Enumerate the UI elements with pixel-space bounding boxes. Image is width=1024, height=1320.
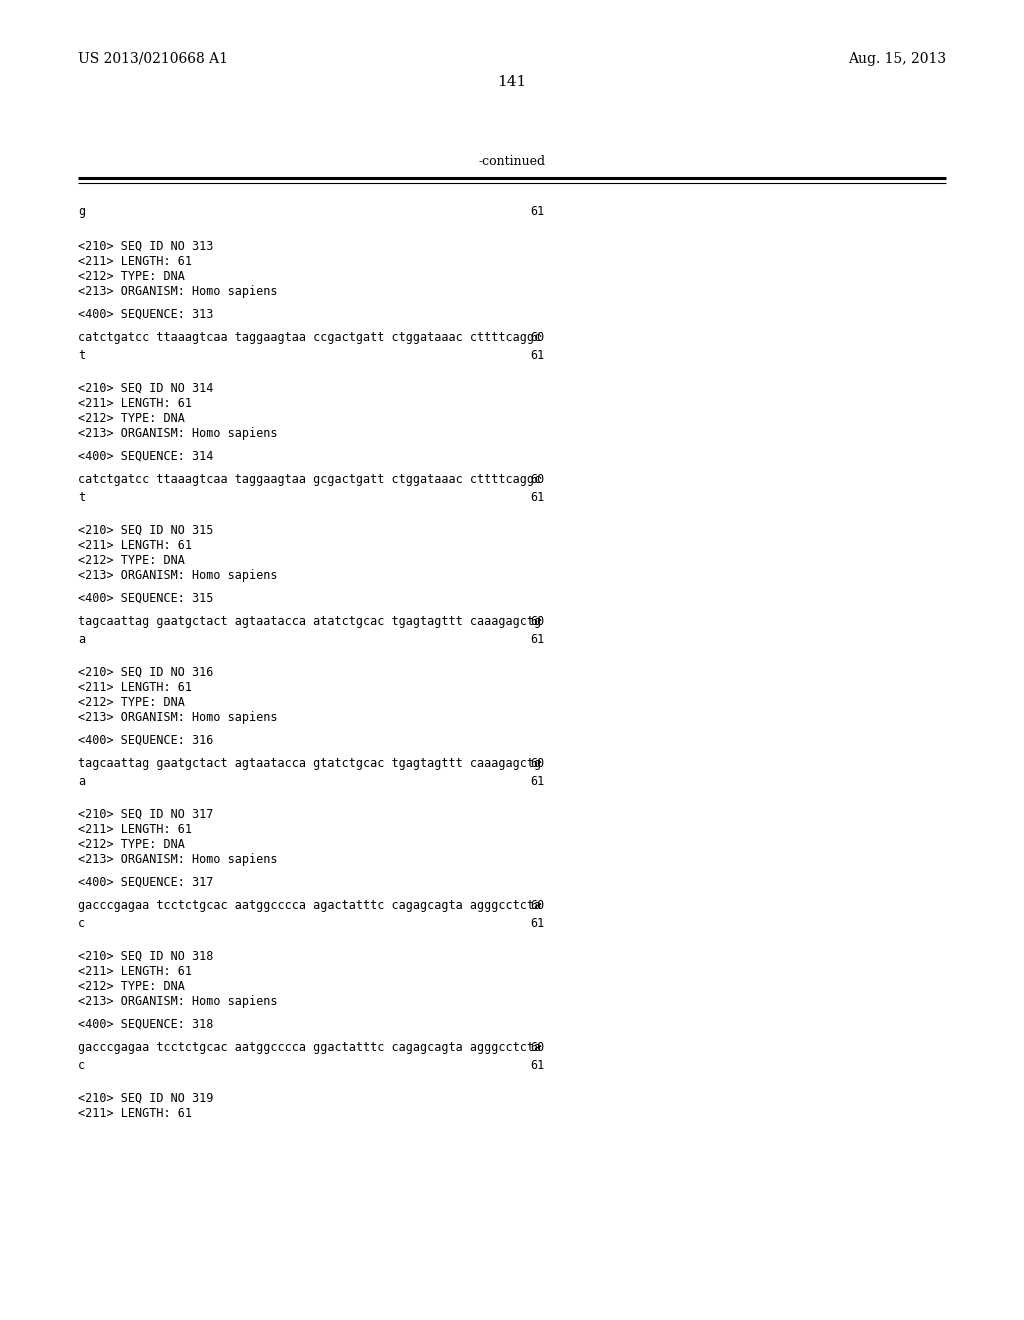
Text: 61: 61	[530, 634, 544, 645]
Text: 61: 61	[530, 1059, 544, 1072]
Text: <210> SEQ ID NO 319: <210> SEQ ID NO 319	[78, 1092, 213, 1105]
Text: <210> SEQ ID NO 317: <210> SEQ ID NO 317	[78, 808, 213, 821]
Text: <213> ORGANISM: Homo sapiens: <213> ORGANISM: Homo sapiens	[78, 285, 278, 298]
Text: <213> ORGANISM: Homo sapiens: <213> ORGANISM: Homo sapiens	[78, 853, 278, 866]
Text: <213> ORGANISM: Homo sapiens: <213> ORGANISM: Homo sapiens	[78, 995, 278, 1008]
Text: <211> LENGTH: 61: <211> LENGTH: 61	[78, 397, 193, 411]
Text: <211> LENGTH: 61: <211> LENGTH: 61	[78, 965, 193, 978]
Text: <213> ORGANISM: Homo sapiens: <213> ORGANISM: Homo sapiens	[78, 426, 278, 440]
Text: 60: 60	[530, 1041, 544, 1053]
Text: <213> ORGANISM: Homo sapiens: <213> ORGANISM: Homo sapiens	[78, 711, 278, 723]
Text: 60: 60	[530, 331, 544, 345]
Text: <210> SEQ ID NO 315: <210> SEQ ID NO 315	[78, 524, 213, 537]
Text: <400> SEQUENCE: 313: <400> SEQUENCE: 313	[78, 308, 213, 321]
Text: Aug. 15, 2013: Aug. 15, 2013	[848, 51, 946, 66]
Text: gacccgagaa tcctctgcac aatggcccca agactatttc cagagcagta agggcctcta: gacccgagaa tcctctgcac aatggcccca agactat…	[78, 899, 541, 912]
Text: <400> SEQUENCE: 318: <400> SEQUENCE: 318	[78, 1018, 213, 1031]
Text: 141: 141	[498, 75, 526, 88]
Text: 61: 61	[530, 348, 544, 362]
Text: -continued: -continued	[478, 154, 546, 168]
Text: <211> LENGTH: 61: <211> LENGTH: 61	[78, 822, 193, 836]
Text: <211> LENGTH: 61: <211> LENGTH: 61	[78, 255, 193, 268]
Text: <211> LENGTH: 61: <211> LENGTH: 61	[78, 1107, 193, 1119]
Text: <400> SEQUENCE: 316: <400> SEQUENCE: 316	[78, 734, 213, 747]
Text: c: c	[78, 917, 85, 931]
Text: catctgatcc ttaaagtcaa taggaagtaa ccgactgatt ctggataaac cttttcaggc: catctgatcc ttaaagtcaa taggaagtaa ccgactg…	[78, 331, 541, 345]
Text: 61: 61	[530, 205, 544, 218]
Text: <213> ORGANISM: Homo sapiens: <213> ORGANISM: Homo sapiens	[78, 569, 278, 582]
Text: 60: 60	[530, 615, 544, 628]
Text: <400> SEQUENCE: 314: <400> SEQUENCE: 314	[78, 450, 213, 463]
Text: a: a	[78, 634, 85, 645]
Text: t: t	[78, 348, 85, 362]
Text: <210> SEQ ID NO 316: <210> SEQ ID NO 316	[78, 667, 213, 678]
Text: gacccgagaa tcctctgcac aatggcccca ggactatttc cagagcagta agggcctcta: gacccgagaa tcctctgcac aatggcccca ggactat…	[78, 1041, 541, 1053]
Text: catctgatcc ttaaagtcaa taggaagtaa gcgactgatt ctggataaac cttttcaggc: catctgatcc ttaaagtcaa taggaagtaa gcgactg…	[78, 473, 541, 486]
Text: US 2013/0210668 A1: US 2013/0210668 A1	[78, 51, 228, 66]
Text: t: t	[78, 491, 85, 504]
Text: g: g	[78, 205, 85, 218]
Text: <212> TYPE: DNA: <212> TYPE: DNA	[78, 554, 185, 568]
Text: 60: 60	[530, 899, 544, 912]
Text: 60: 60	[530, 473, 544, 486]
Text: tagcaattag gaatgctact agtaatacca gtatctgcac tgagtagttt caaagagctg: tagcaattag gaatgctact agtaatacca gtatctg…	[78, 756, 541, 770]
Text: <400> SEQUENCE: 317: <400> SEQUENCE: 317	[78, 876, 213, 888]
Text: tagcaattag gaatgctact agtaatacca atatctgcac tgagtagttt caaagagctg: tagcaattag gaatgctact agtaatacca atatctg…	[78, 615, 541, 628]
Text: <212> TYPE: DNA: <212> TYPE: DNA	[78, 271, 185, 282]
Text: 61: 61	[530, 491, 544, 504]
Text: <212> TYPE: DNA: <212> TYPE: DNA	[78, 696, 185, 709]
Text: <210> SEQ ID NO 314: <210> SEQ ID NO 314	[78, 381, 213, 395]
Text: <212> TYPE: DNA: <212> TYPE: DNA	[78, 979, 185, 993]
Text: a: a	[78, 775, 85, 788]
Text: <211> LENGTH: 61: <211> LENGTH: 61	[78, 681, 193, 694]
Text: c: c	[78, 1059, 85, 1072]
Text: <210> SEQ ID NO 318: <210> SEQ ID NO 318	[78, 950, 213, 964]
Text: 60: 60	[530, 756, 544, 770]
Text: 61: 61	[530, 775, 544, 788]
Text: <212> TYPE: DNA: <212> TYPE: DNA	[78, 412, 185, 425]
Text: <212> TYPE: DNA: <212> TYPE: DNA	[78, 838, 185, 851]
Text: 61: 61	[530, 917, 544, 931]
Text: <400> SEQUENCE: 315: <400> SEQUENCE: 315	[78, 591, 213, 605]
Text: <210> SEQ ID NO 313: <210> SEQ ID NO 313	[78, 240, 213, 253]
Text: <211> LENGTH: 61: <211> LENGTH: 61	[78, 539, 193, 552]
